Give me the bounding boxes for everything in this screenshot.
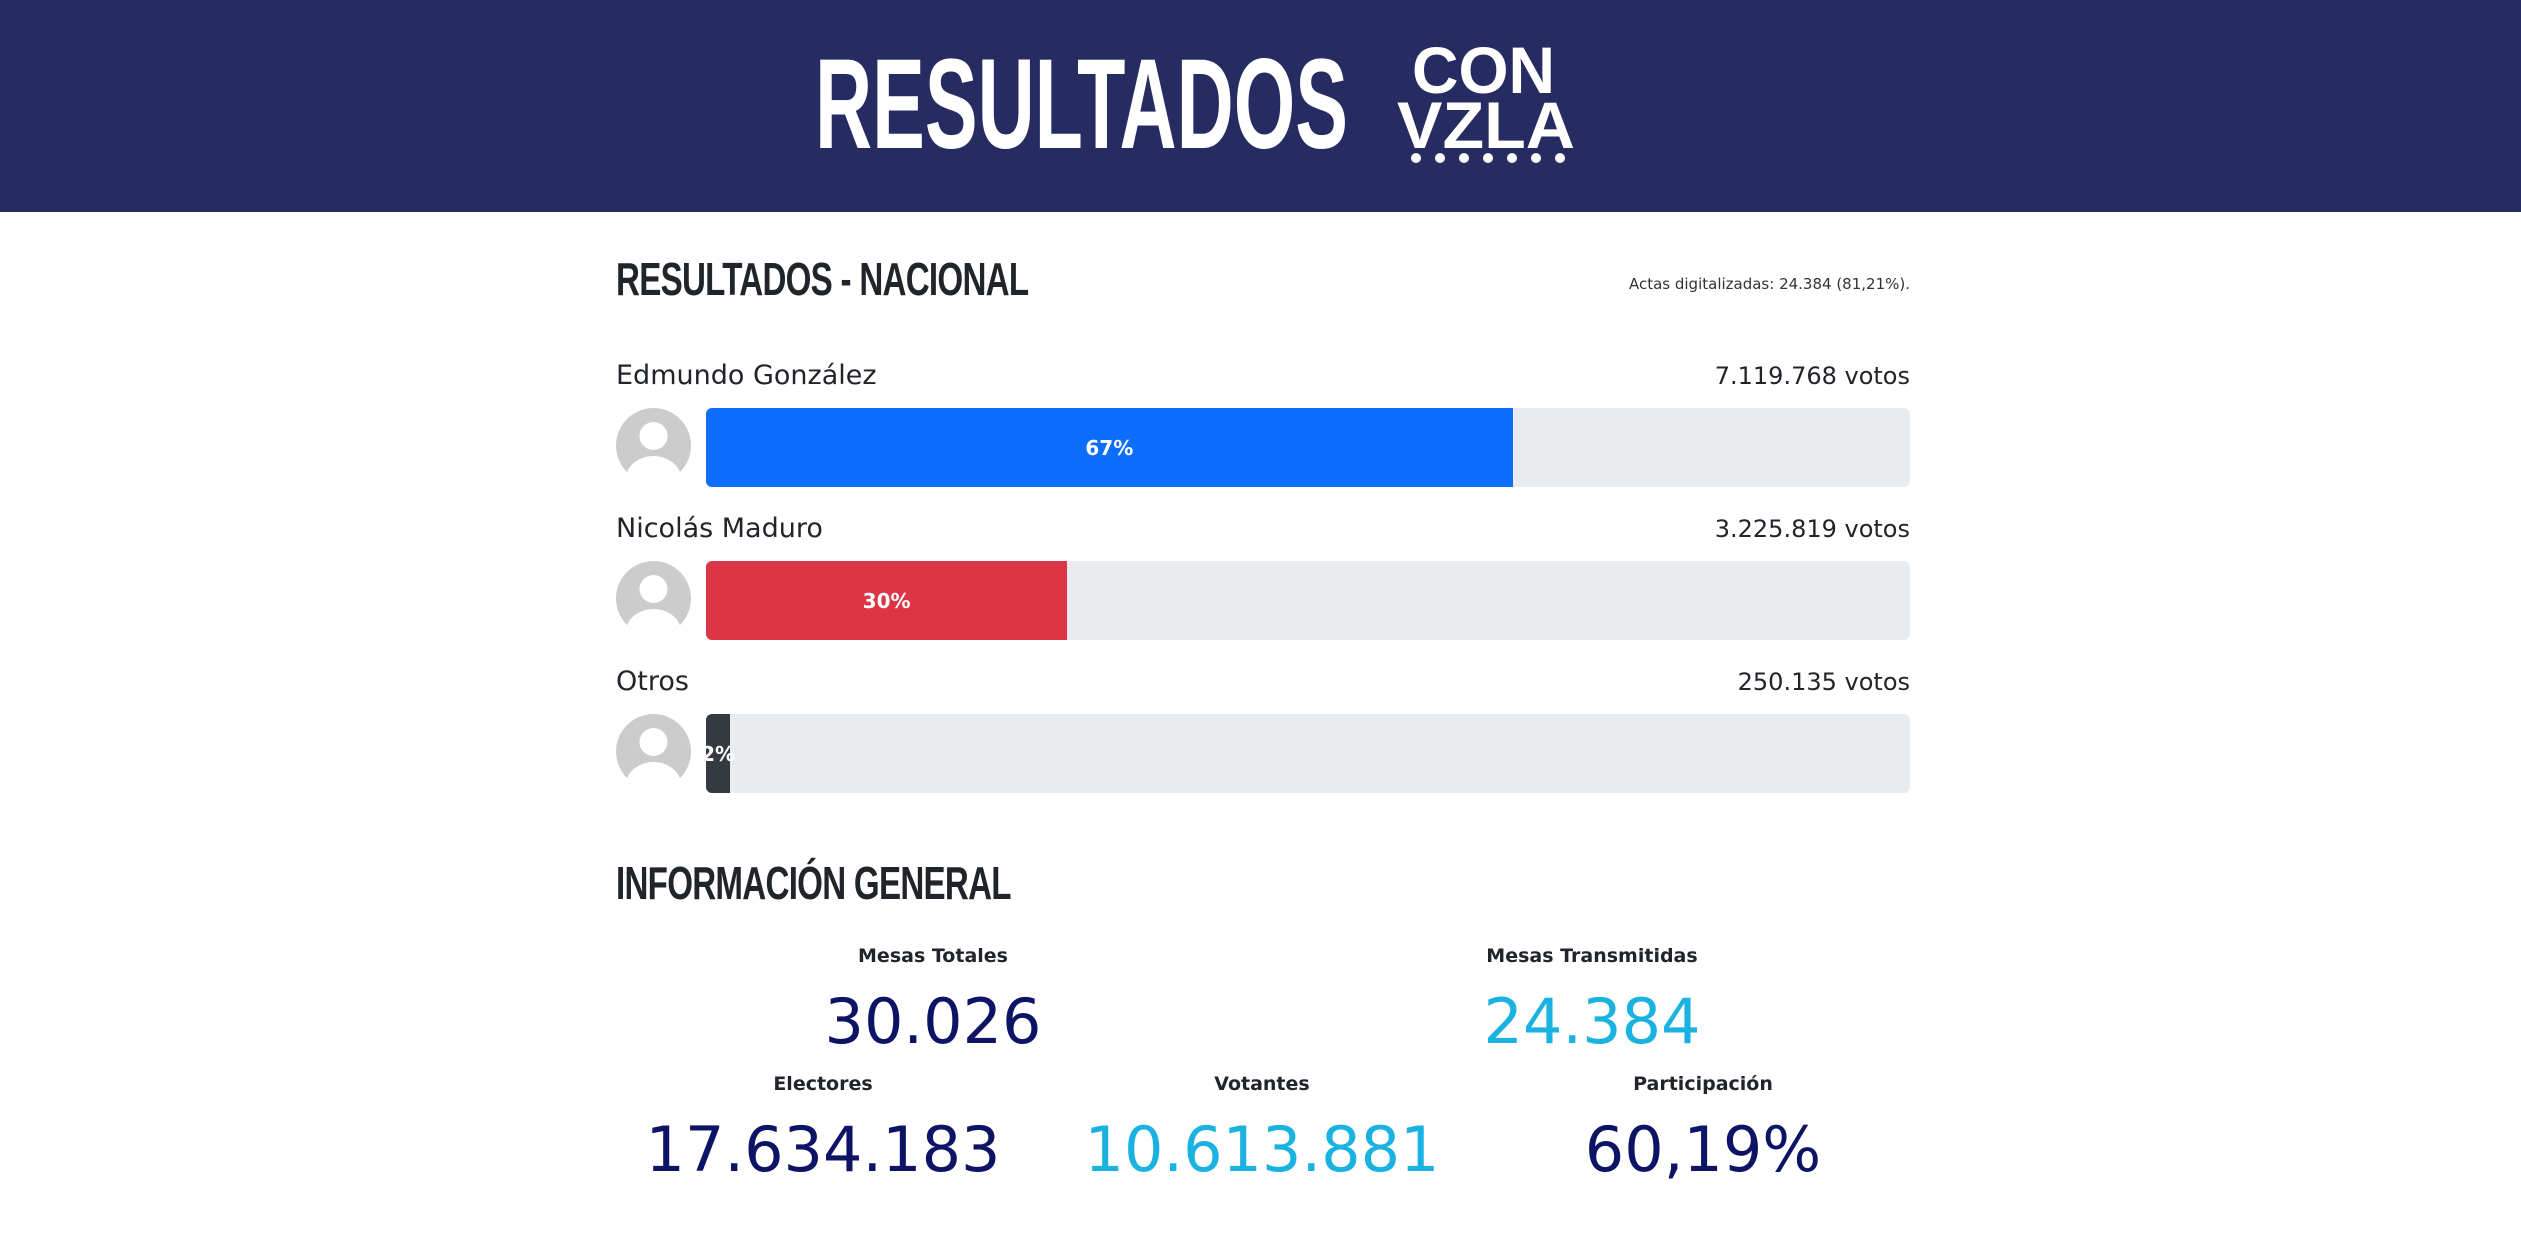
section-title: INFORMACIÓN GENERAL: [616, 857, 1012, 909]
bar-label: 67%: [1085, 435, 1134, 460]
header-graphic: RESULTADOS CON VZLA: [815, 33, 1575, 176]
avatar-icon: [625, 728, 682, 789]
bar-track: 67%: [706, 408, 1910, 487]
avatar: [616, 561, 691, 636]
section-title: RESULTADOS - NACIONAL: [616, 253, 1029, 305]
candidate-votes: 250.135 votos: [1737, 668, 1910, 696]
avatar: [616, 408, 691, 483]
stat-value: 10.613.881: [1084, 1113, 1440, 1186]
stat-label: Mesas Totales: [858, 945, 1008, 967]
stat-value: 17.634.183: [645, 1113, 1001, 1186]
avatar-icon: [625, 422, 682, 483]
bar: 67%: [706, 408, 1513, 487]
stat-value: 24.384: [1483, 985, 1701, 1058]
candidate-votes: 3.225.819 votos: [1714, 515, 1910, 543]
candidate-votes: 7.119.768 votos: [1714, 362, 1910, 390]
bar: 30%: [706, 561, 1068, 640]
candidate-name: Edmundo González: [616, 360, 877, 391]
logo-top: CON: [1412, 33, 1555, 107]
bar-label: 2%: [706, 741, 736, 766]
candidate-name: Nicolás Maduro: [616, 513, 823, 544]
candidate-name: Otros: [616, 666, 689, 697]
stat-label: Electores: [773, 1073, 873, 1095]
stat-value: 60,19%: [1584, 1113, 1822, 1186]
bar-track: 2%: [706, 714, 1910, 793]
note: Actas digitalizadas: 24.384 (81,21%).: [1628, 275, 1910, 293]
stat-label: Mesas Transmitidas: [1486, 945, 1698, 967]
header-title: RESULTADOS: [815, 33, 1348, 176]
header: RESULTADOS CON VZLA: [0, 0, 2521, 212]
avatar-icon: [625, 575, 682, 636]
stat-value: 30.026: [824, 985, 1042, 1058]
bar-label: 30%: [862, 588, 911, 613]
bar: 2%: [706, 714, 735, 793]
logo-bottom: VZLA: [1397, 88, 1575, 162]
avatar: [616, 714, 691, 789]
logo-stars: [1411, 153, 1565, 163]
bar-track: 30%: [706, 561, 1910, 640]
stat-label: Votantes: [1214, 1073, 1310, 1095]
stat-label: Participación: [1633, 1073, 1773, 1095]
